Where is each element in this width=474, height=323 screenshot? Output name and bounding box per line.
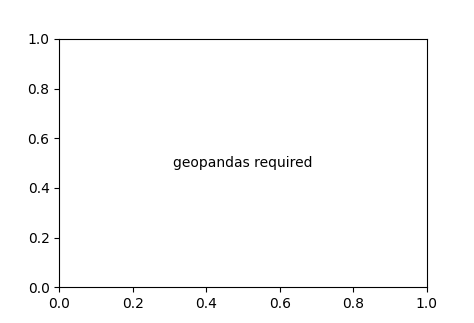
Text: geopandas required: geopandas required [173,156,313,170]
